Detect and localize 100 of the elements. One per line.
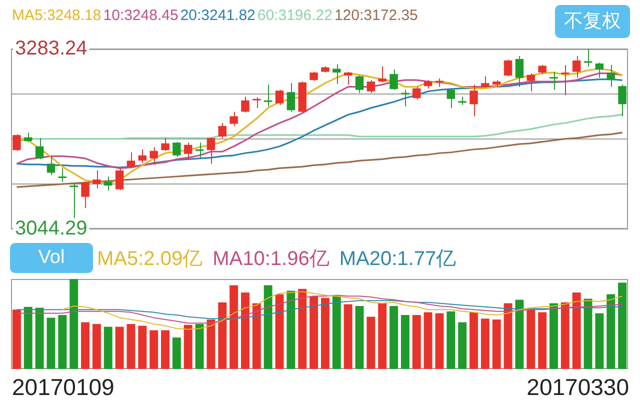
- candlestick: [104, 176, 112, 192]
- candlestick: [390, 69, 398, 90]
- bar: [206, 320, 216, 369]
- bar: [184, 324, 192, 369]
- candlestick: [355, 75, 364, 94]
- bar: [241, 292, 250, 369]
- bar: [435, 313, 444, 369]
- candlestick: [150, 146, 158, 165]
- bar: [390, 306, 398, 369]
- bar: [81, 322, 90, 369]
- candlestick: [378, 66, 386, 83]
- bar: [264, 285, 272, 369]
- candlestick: [561, 64, 570, 96]
- candlestick: [366, 80, 376, 94]
- bar: [70, 279, 78, 369]
- bar: [458, 322, 467, 369]
- candlestick: [504, 59, 512, 77]
- candlestick: [481, 76, 490, 88]
- candlestick: [46, 154, 56, 176]
- candlestick: [230, 111, 238, 127]
- label-button: Vol: [10, 243, 93, 273]
- bar: [538, 312, 547, 369]
- candlestick: [12, 134, 21, 152]
- candlestick: [218, 122, 226, 139]
- series-label: MA20:1.77亿: [339, 247, 456, 272]
- bar: [12, 310, 21, 369]
- bar: [24, 306, 32, 369]
- candlestick: [184, 142, 192, 160]
- candlestick: [81, 181, 90, 209]
- candlestick: [332, 64, 341, 84]
- bar: [412, 315, 421, 369]
- series-label: MA5:2.09亿: [97, 247, 203, 272]
- candlestick: [161, 138, 170, 152]
- text: 20170109: [12, 374, 114, 400]
- text: MA5:3248.18: [12, 7, 102, 24]
- bar: [595, 313, 604, 369]
- bar: [286, 290, 296, 369]
- text: 60:3196.22: [257, 7, 332, 24]
- candlestick: [24, 132, 32, 142]
- bar: [150, 330, 158, 369]
- bar: [526, 310, 536, 369]
- candlestick: [206, 136, 216, 164]
- candlestick: [115, 168, 124, 191]
- candlestick: [241, 96, 250, 113]
- candlestick: [172, 141, 181, 158]
- bar: [320, 298, 330, 369]
- candlestick: [618, 84, 626, 117]
- candlestick: [264, 84, 272, 107]
- candlestick: [606, 64, 615, 88]
- candlestick: [550, 71, 558, 90]
- bar: [572, 292, 581, 369]
- text: 20:3241.82: [180, 7, 256, 24]
- candlestick: [584, 48, 592, 68]
- toggle-button: 不复权: [555, 5, 630, 38]
- candlestick: [526, 72, 535, 92]
- bar: [58, 315, 67, 369]
- bar: [480, 318, 490, 369]
- candlestick: [538, 64, 546, 75]
- bar: [560, 302, 570, 369]
- y-tick-label: 3044.29: [15, 218, 88, 240]
- bar: [195, 324, 204, 369]
- bar: [584, 298, 592, 369]
- bar: [126, 324, 136, 369]
- candlestick: [275, 89, 284, 106]
- text: 20170330: [526, 374, 629, 400]
- candlestick: [310, 71, 318, 82]
- bar: [172, 338, 181, 369]
- candlestick: [138, 148, 147, 164]
- candlestick: [595, 62, 604, 78]
- candlestick: [401, 89, 410, 107]
- candlestick: [252, 96, 261, 108]
- bar: [618, 282, 627, 369]
- y-tick-label: 3283.24: [15, 38, 88, 60]
- bar: [355, 306, 364, 369]
- candlestick: [344, 71, 352, 86]
- bar: [366, 316, 376, 369]
- series-label: MA10:1.96亿: [212, 247, 330, 272]
- bar: [35, 308, 44, 369]
- candlestick: [92, 170, 101, 190]
- bar: [446, 311, 456, 369]
- bar: [161, 330, 170, 369]
- bar: [344, 304, 352, 369]
- bar: [298, 288, 307, 369]
- bar: [378, 303, 387, 369]
- candlestick: [572, 55, 581, 78]
- candlestick: [515, 55, 524, 88]
- bar: [550, 303, 558, 369]
- bar: [46, 318, 56, 369]
- bar: [400, 315, 410, 369]
- candlestick: [412, 86, 421, 100]
- candlestick: [286, 82, 296, 112]
- bar: [252, 303, 261, 369]
- bar: [138, 326, 147, 369]
- bar: [504, 303, 512, 369]
- candlestick: [195, 142, 204, 158]
- candlestick: [126, 152, 136, 169]
- bar: [332, 296, 341, 369]
- bar: [606, 294, 616, 369]
- bar: [310, 296, 318, 369]
- bar: [230, 285, 238, 369]
